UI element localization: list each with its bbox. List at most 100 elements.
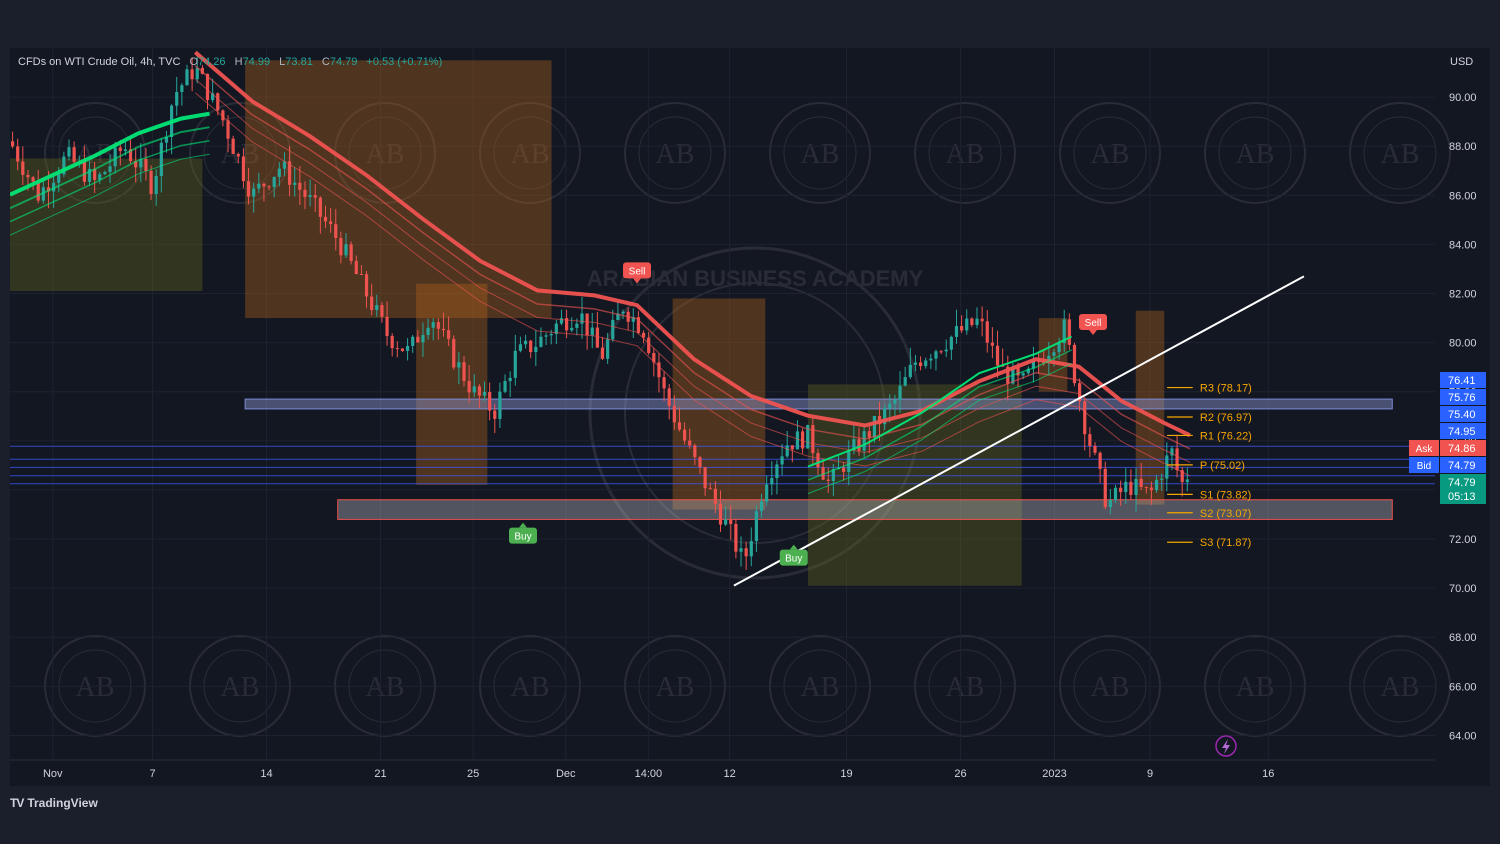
candle-body	[831, 469, 835, 481]
candle-body	[698, 457, 702, 468]
candle-body	[385, 316, 389, 336]
watermark-seal-inner	[1363, 116, 1437, 190]
candle-body	[405, 345, 410, 351]
candle-body	[364, 274, 369, 297]
bullish-ribbon-late-group	[807, 335, 1073, 495]
candle-body	[195, 67, 199, 80]
candle-body	[370, 296, 374, 310]
y-tick-label: 64.00	[1449, 730, 1477, 742]
y-tick-label: 82.00	[1449, 289, 1477, 301]
candle-body	[323, 216, 328, 222]
buy-signal	[509, 527, 537, 544]
candle-body	[641, 332, 646, 338]
tradingview-logo-icon: TV	[10, 796, 24, 810]
candle-body	[539, 336, 543, 347]
candle-body	[867, 431, 871, 438]
price-axis-value: 74.79	[1448, 477, 1476, 489]
open-label: O	[189, 56, 199, 68]
lightning-icon-bolt	[1222, 739, 1230, 754]
watermark-initials: AB	[946, 139, 985, 170]
signal-arrow	[789, 544, 798, 550]
price-axis-label	[1440, 457, 1486, 473]
candle-body	[1170, 448, 1174, 456]
candle-body	[944, 349, 948, 352]
price-chart[interactable]: ABABABABABABABABABABABABABABABABABABABAB…	[10, 48, 1490, 786]
candle-body	[559, 318, 564, 324]
candle-body	[1088, 434, 1092, 446]
candle-body	[493, 410, 497, 419]
candle-body	[929, 358, 933, 361]
price-axis-value: 74.86	[1448, 443, 1476, 455]
candle-body	[703, 467, 707, 489]
candle-body	[57, 174, 61, 183]
x-tick-label: Nov	[43, 768, 63, 780]
candle-body	[87, 168, 92, 182]
candle-body	[308, 195, 312, 197]
watermark-initials: AB	[511, 672, 550, 703]
candle-body	[1031, 360, 1036, 369]
candle-body	[282, 161, 287, 169]
watermark-initials: AB	[946, 672, 985, 703]
brand-name: TradingView	[27, 796, 98, 810]
candle-body	[826, 479, 830, 481]
watermark-initials: AB	[656, 139, 695, 170]
x-tick-label: 2023	[1042, 768, 1066, 780]
watermark-seal	[624, 102, 726, 204]
price-axis-label	[1440, 423, 1486, 439]
watermark-seal	[1059, 102, 1161, 204]
signals-layer: Sell Buy Buy Sell	[509, 262, 1107, 566]
candle-body	[682, 429, 687, 441]
candle-body	[1052, 352, 1056, 356]
candle-body	[800, 431, 805, 449]
candle-body	[765, 484, 769, 502]
candle-body	[103, 171, 107, 175]
candle-body	[508, 377, 512, 382]
candle-body	[775, 464, 779, 479]
candle-body	[1154, 479, 1159, 491]
candle-body	[616, 313, 620, 320]
candle-body	[318, 197, 322, 217]
shaded-zone	[1135, 310, 1165, 505]
watermark-seal-inner	[928, 116, 1002, 190]
symbol-name[interactable]: CFDs on WTI Crude Oil, 4h, TVC	[18, 56, 181, 68]
candle-body	[600, 347, 605, 359]
tradingview-brand[interactable]: TV TradingView	[10, 796, 98, 810]
candle-body	[790, 445, 794, 450]
watermark-initials: AB	[511, 139, 550, 170]
candle-body	[241, 156, 246, 182]
chart-area[interactable]: ABABABABABABABABABABABABABABABABABABABAB…	[10, 48, 1490, 786]
signal-arrow	[519, 522, 527, 528]
watermark-initials: AB	[1381, 139, 1420, 170]
candle-body	[862, 431, 866, 451]
candle-body	[888, 403, 892, 409]
close-value: 74.79	[329, 56, 358, 68]
candle-body	[123, 149, 128, 152]
candle-body	[236, 153, 240, 157]
watermark-seal-inner	[1073, 116, 1147, 190]
candle-body	[467, 380, 471, 393]
candle-body	[872, 415, 877, 438]
candle-body	[26, 174, 30, 178]
candle-body	[200, 67, 204, 74]
x-tick-label: 12	[724, 768, 736, 780]
candle-body	[498, 391, 502, 419]
candle-body	[98, 174, 102, 180]
candle-body	[821, 467, 825, 480]
candle-body	[1113, 487, 1118, 501]
candle-body	[734, 523, 738, 552]
candle-body	[621, 311, 625, 314]
candle-body	[960, 326, 964, 331]
candle-body	[411, 336, 415, 346]
candle-body	[1180, 470, 1184, 483]
candle-body	[1149, 487, 1154, 491]
candle-body	[180, 85, 184, 93]
watermark-seal-inner	[203, 116, 277, 190]
lightning-icon[interactable]	[1215, 735, 1237, 757]
candle-body	[1124, 481, 1128, 493]
candle-body	[436, 322, 440, 329]
candle-body	[93, 168, 97, 180]
candle-body	[272, 176, 276, 188]
candle-body	[108, 166, 112, 172]
candle-body	[585, 313, 589, 336]
x-tick-label: 14	[260, 768, 272, 780]
